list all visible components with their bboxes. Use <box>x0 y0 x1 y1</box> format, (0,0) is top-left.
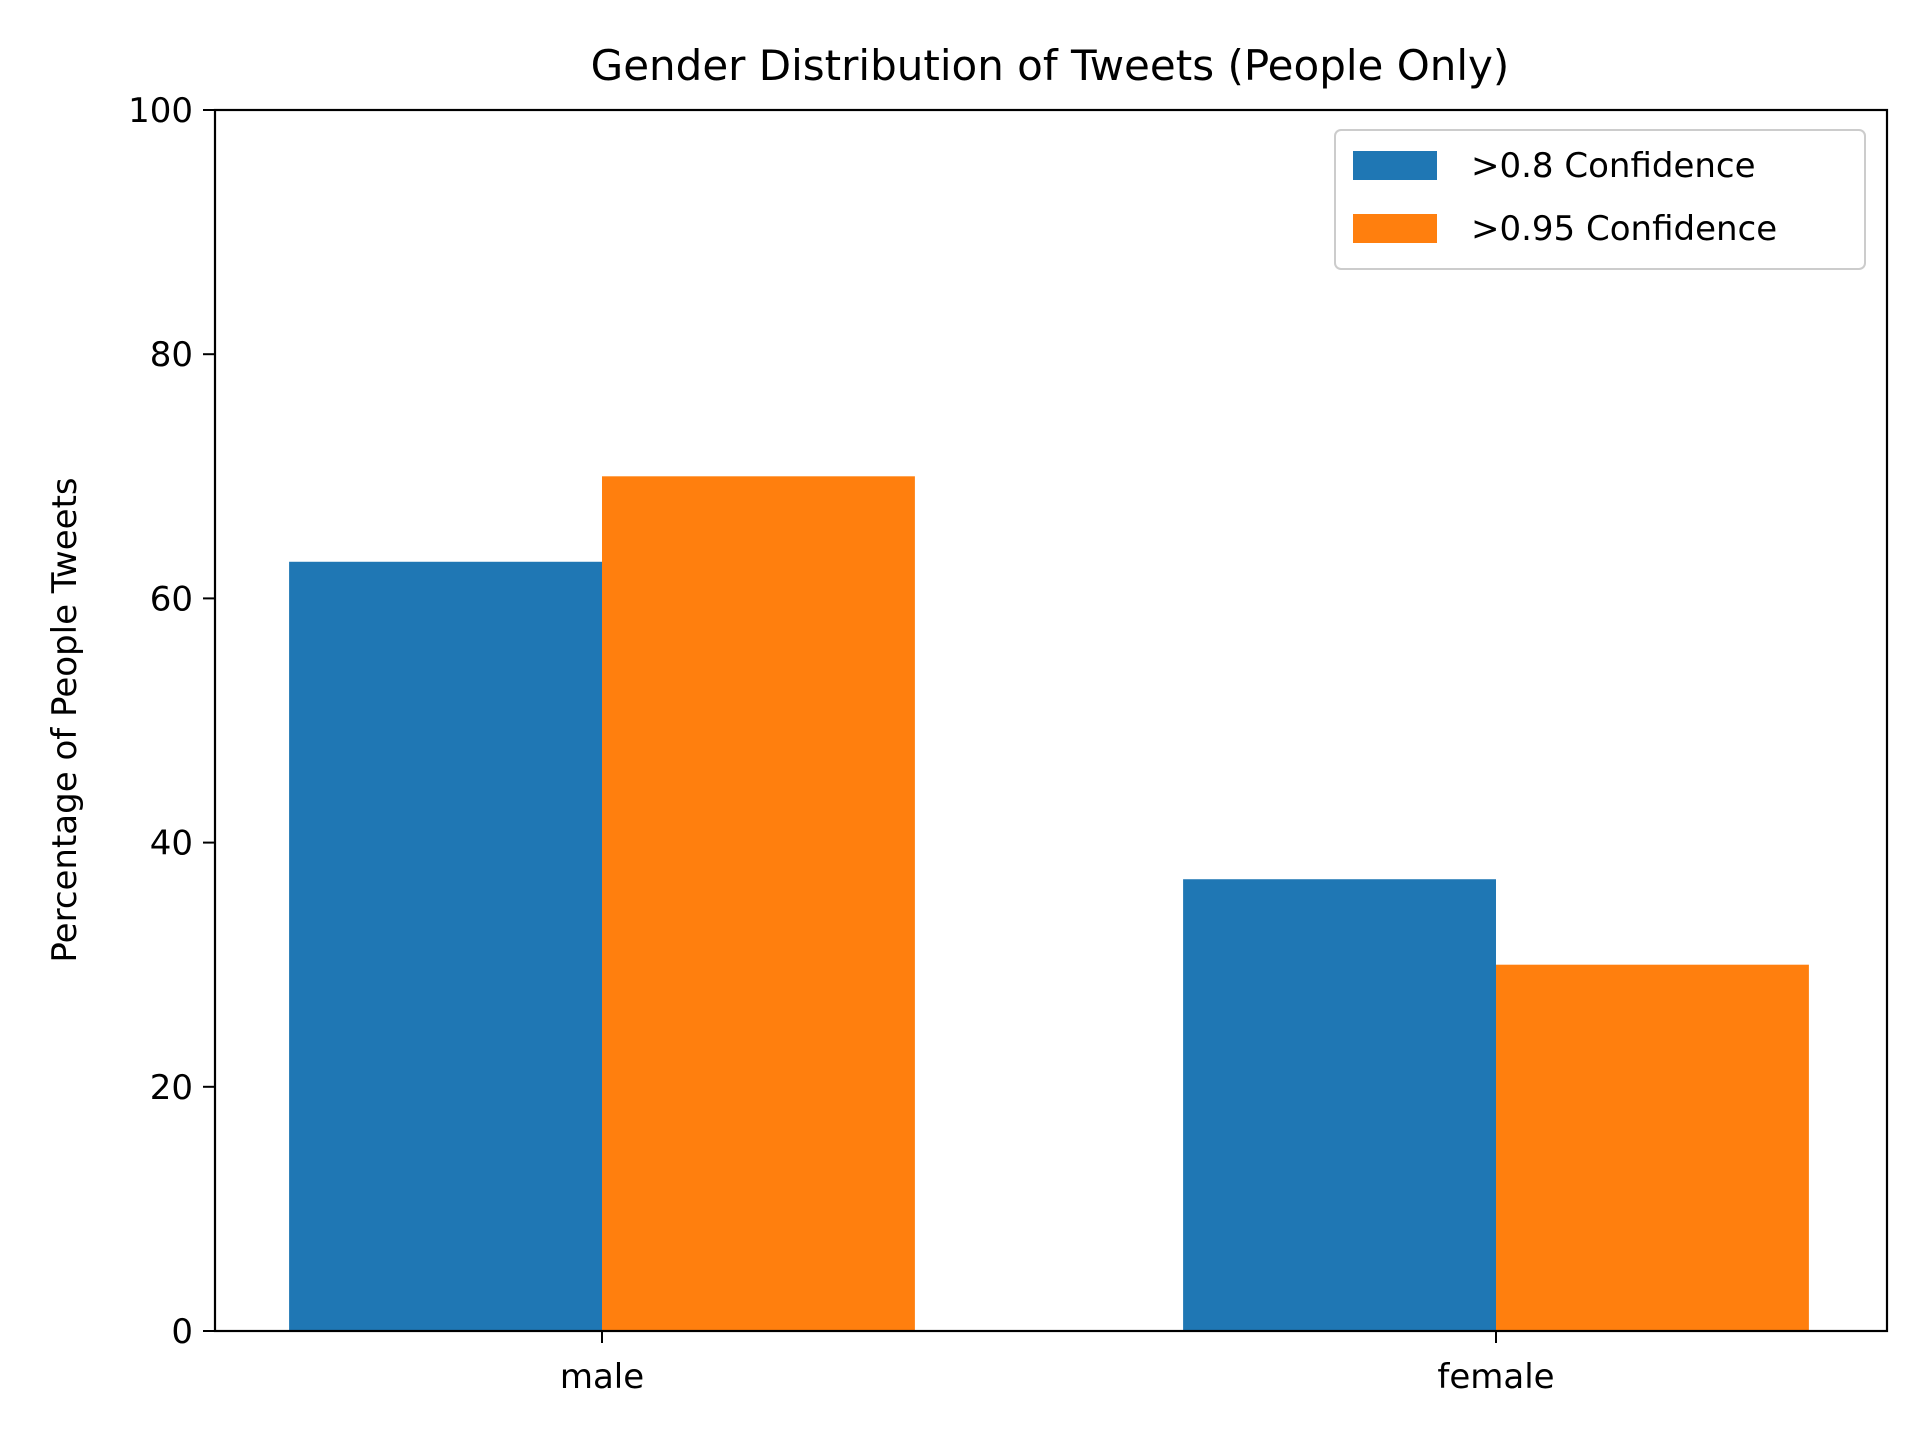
x-tick-label-male: male <box>560 1357 644 1397</box>
y-axis-label: Percentage of People Tweets <box>45 477 85 962</box>
chart-title: Gender Distribution of Tweets (People On… <box>591 41 1510 90</box>
y-tick-label: 40 <box>150 824 193 864</box>
y-tick-label: 20 <box>150 1068 193 1108</box>
bar-male-series-2 <box>602 476 915 1331</box>
x-tick-label-female: female <box>1437 1357 1554 1397</box>
y-tick-label: 100 <box>128 91 193 131</box>
bar-female-series-1 <box>1183 879 1496 1331</box>
bar-male-series-1 <box>289 561 602 1331</box>
legend-label-series-1: >0.8 Confidence <box>1471 146 1756 186</box>
legend-swatch-series-1 <box>1353 151 1437 180</box>
legend-label-series-2: >0.95 Confidence <box>1471 209 1777 249</box>
legend-box <box>1334 129 1866 270</box>
plot-frame <box>213 108 1889 1333</box>
y-tick-label: 0 <box>171 1312 193 1352</box>
bar-female-series-2 <box>1496 964 1809 1331</box>
bars-layer <box>289 476 1809 1331</box>
axes-layer: 0 20 40 60 80 100 male female <box>128 91 1889 1397</box>
legend: >0.8 Confidence >0.95 Confidence <box>1334 129 1866 270</box>
y-tick-label: 60 <box>150 579 193 619</box>
y-tick-label: 80 <box>150 335 193 375</box>
legend-swatch-series-2 <box>1353 214 1437 243</box>
